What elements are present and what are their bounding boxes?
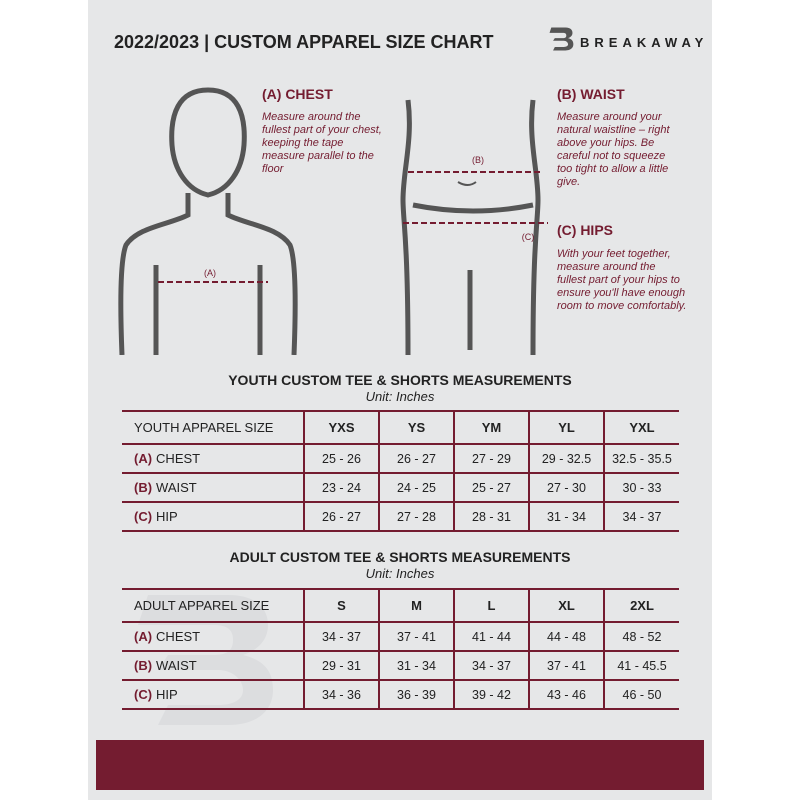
- size-header: YM: [453, 410, 529, 445]
- size-header: 2XL: [603, 588, 679, 623]
- waist-hips-figure-illustration: (B) (C): [400, 99, 548, 355]
- page-title: 2022/2023 | CUSTOM APPAREL SIZE CHART: [114, 32, 494, 52]
- youth-unit: Unit: Inches: [365, 389, 435, 404]
- size-header: S: [303, 588, 379, 623]
- breakaway-logo-icon: [549, 27, 574, 51]
- cell: 26 - 27: [378, 443, 454, 474]
- cell: 29 - 31: [303, 650, 379, 681]
- cell: 37 - 41: [378, 621, 454, 652]
- cell: 27 - 30: [528, 472, 604, 503]
- table-header-row: ADULT APPAREL SIZE S M L XL 2XL: [122, 588, 679, 623]
- cell: 41 - 45.5: [603, 650, 679, 681]
- hips-heading: (C) HIPS: [557, 222, 613, 238]
- cell: 34 - 36: [303, 679, 379, 710]
- cell: 25 - 26: [303, 443, 379, 474]
- size-label: ADULT APPAREL SIZE: [122, 588, 304, 623]
- size-header: M: [378, 588, 454, 623]
- hips-marker: (C): [522, 232, 535, 242]
- cell: 34 - 37: [303, 621, 379, 652]
- size-header: XL: [528, 588, 604, 623]
- youth-table-title: YOUTH CUSTOM TEE & SHORTS MEASUREMENTS: [228, 372, 572, 388]
- cell: 28 - 31: [453, 501, 529, 532]
- cell: 41 - 44: [453, 621, 529, 652]
- footer-bar: [96, 740, 704, 790]
- waist-marker: (B): [472, 155, 484, 165]
- hips-instructions: With your feet together, measure around …: [557, 248, 687, 312]
- adult-size-table: ADULT APPAREL SIZE S M L XL 2XL (A) CHEST…: [122, 588, 679, 710]
- chest-figure-illustration: (A): [118, 87, 298, 355]
- table-row: (B) WAIST 23 - 24 24 - 25 25 - 27 27 - 30 30 …: [122, 472, 679, 503]
- cell: 27 - 28: [378, 501, 454, 532]
- cell: 34 - 37: [453, 650, 529, 681]
- row-code: (B): [134, 658, 153, 673]
- waist-heading: (B) WAIST: [557, 86, 625, 102]
- cell: 23 - 24: [303, 472, 379, 503]
- table-row: (C) HIP 26 - 27 27 - 28 28 - 31 31 - 34 34 - …: [122, 501, 679, 532]
- cell: 31 - 34: [528, 501, 604, 532]
- cell: 29 - 32.5: [528, 443, 604, 474]
- cell: 43 - 46: [528, 679, 604, 710]
- cell: 36 - 39: [378, 679, 454, 710]
- cell: 30 - 33: [603, 472, 679, 503]
- row-code: (A): [134, 629, 153, 644]
- cell: 32.5 - 35.5: [603, 443, 679, 474]
- row-name: HIP: [156, 509, 178, 524]
- waist-instructions: Measure around your natural waistline – …: [557, 111, 670, 188]
- table-row: (A) CHEST 34 - 37 37 - 41 41 - 44 44 - 48 48 …: [122, 621, 679, 652]
- chest-marker: (A): [204, 268, 216, 278]
- row-name: HIP: [156, 687, 178, 702]
- brand-name: BREAKAWAY: [580, 35, 709, 50]
- cell: 39 - 42: [453, 679, 529, 710]
- table-row: (B) WAIST 29 - 31 31 - 34 34 - 37 37 - 41 41 …: [122, 650, 679, 681]
- cell: 24 - 25: [378, 472, 454, 503]
- chest-instructions: Measure around the fullest part of your …: [262, 111, 382, 175]
- size-header: YXS: [303, 410, 379, 445]
- row-code: (C): [134, 509, 153, 524]
- cell: 26 - 27: [303, 501, 379, 532]
- cell: 34 - 37: [603, 501, 679, 532]
- row-code: (A): [134, 451, 153, 466]
- size-label: YOUTH APPAREL SIZE: [122, 410, 304, 445]
- row-name: WAIST: [156, 480, 197, 495]
- chest-heading: (A) CHEST: [262, 86, 333, 102]
- size-header: L: [453, 588, 529, 623]
- cell: 46 - 50: [603, 679, 679, 710]
- row-name: CHEST: [156, 451, 201, 466]
- cell: 44 - 48: [528, 621, 604, 652]
- size-chart-page: 2022/2023 | CUSTOM APPAREL SIZE CHART BR…: [88, 0, 712, 800]
- row-name: CHEST: [156, 629, 201, 644]
- row-code: (C): [134, 687, 153, 702]
- table-header-row: YOUTH APPAREL SIZE YXS YS YM YL YXL: [122, 410, 679, 445]
- size-header: YXL: [603, 410, 679, 445]
- adult-unit: Unit: Inches: [365, 566, 435, 581]
- cell: 27 - 29: [453, 443, 529, 474]
- table-row: (A) CHEST 25 - 26 26 - 27 27 - 29 29 - 32.5 3…: [122, 443, 679, 474]
- size-header: YS: [378, 410, 454, 445]
- cell: 37 - 41: [528, 650, 604, 681]
- cell: 48 - 52: [603, 621, 679, 652]
- youth-size-table: YOUTH APPAREL SIZE YXS YS YM YL YXL (A) C…: [122, 410, 679, 532]
- cell: 25 - 27: [453, 472, 529, 503]
- size-header: YL: [528, 410, 604, 445]
- row-code: (B): [134, 480, 153, 495]
- cell: 31 - 34: [378, 650, 454, 681]
- table-row: (C) HIP 34 - 36 36 - 39 39 - 42 43 - 46 46 - …: [122, 679, 679, 710]
- row-name: WAIST: [156, 658, 197, 673]
- adult-table-title: ADULT CUSTOM TEE & SHORTS MEASUREMENTS: [229, 549, 571, 565]
